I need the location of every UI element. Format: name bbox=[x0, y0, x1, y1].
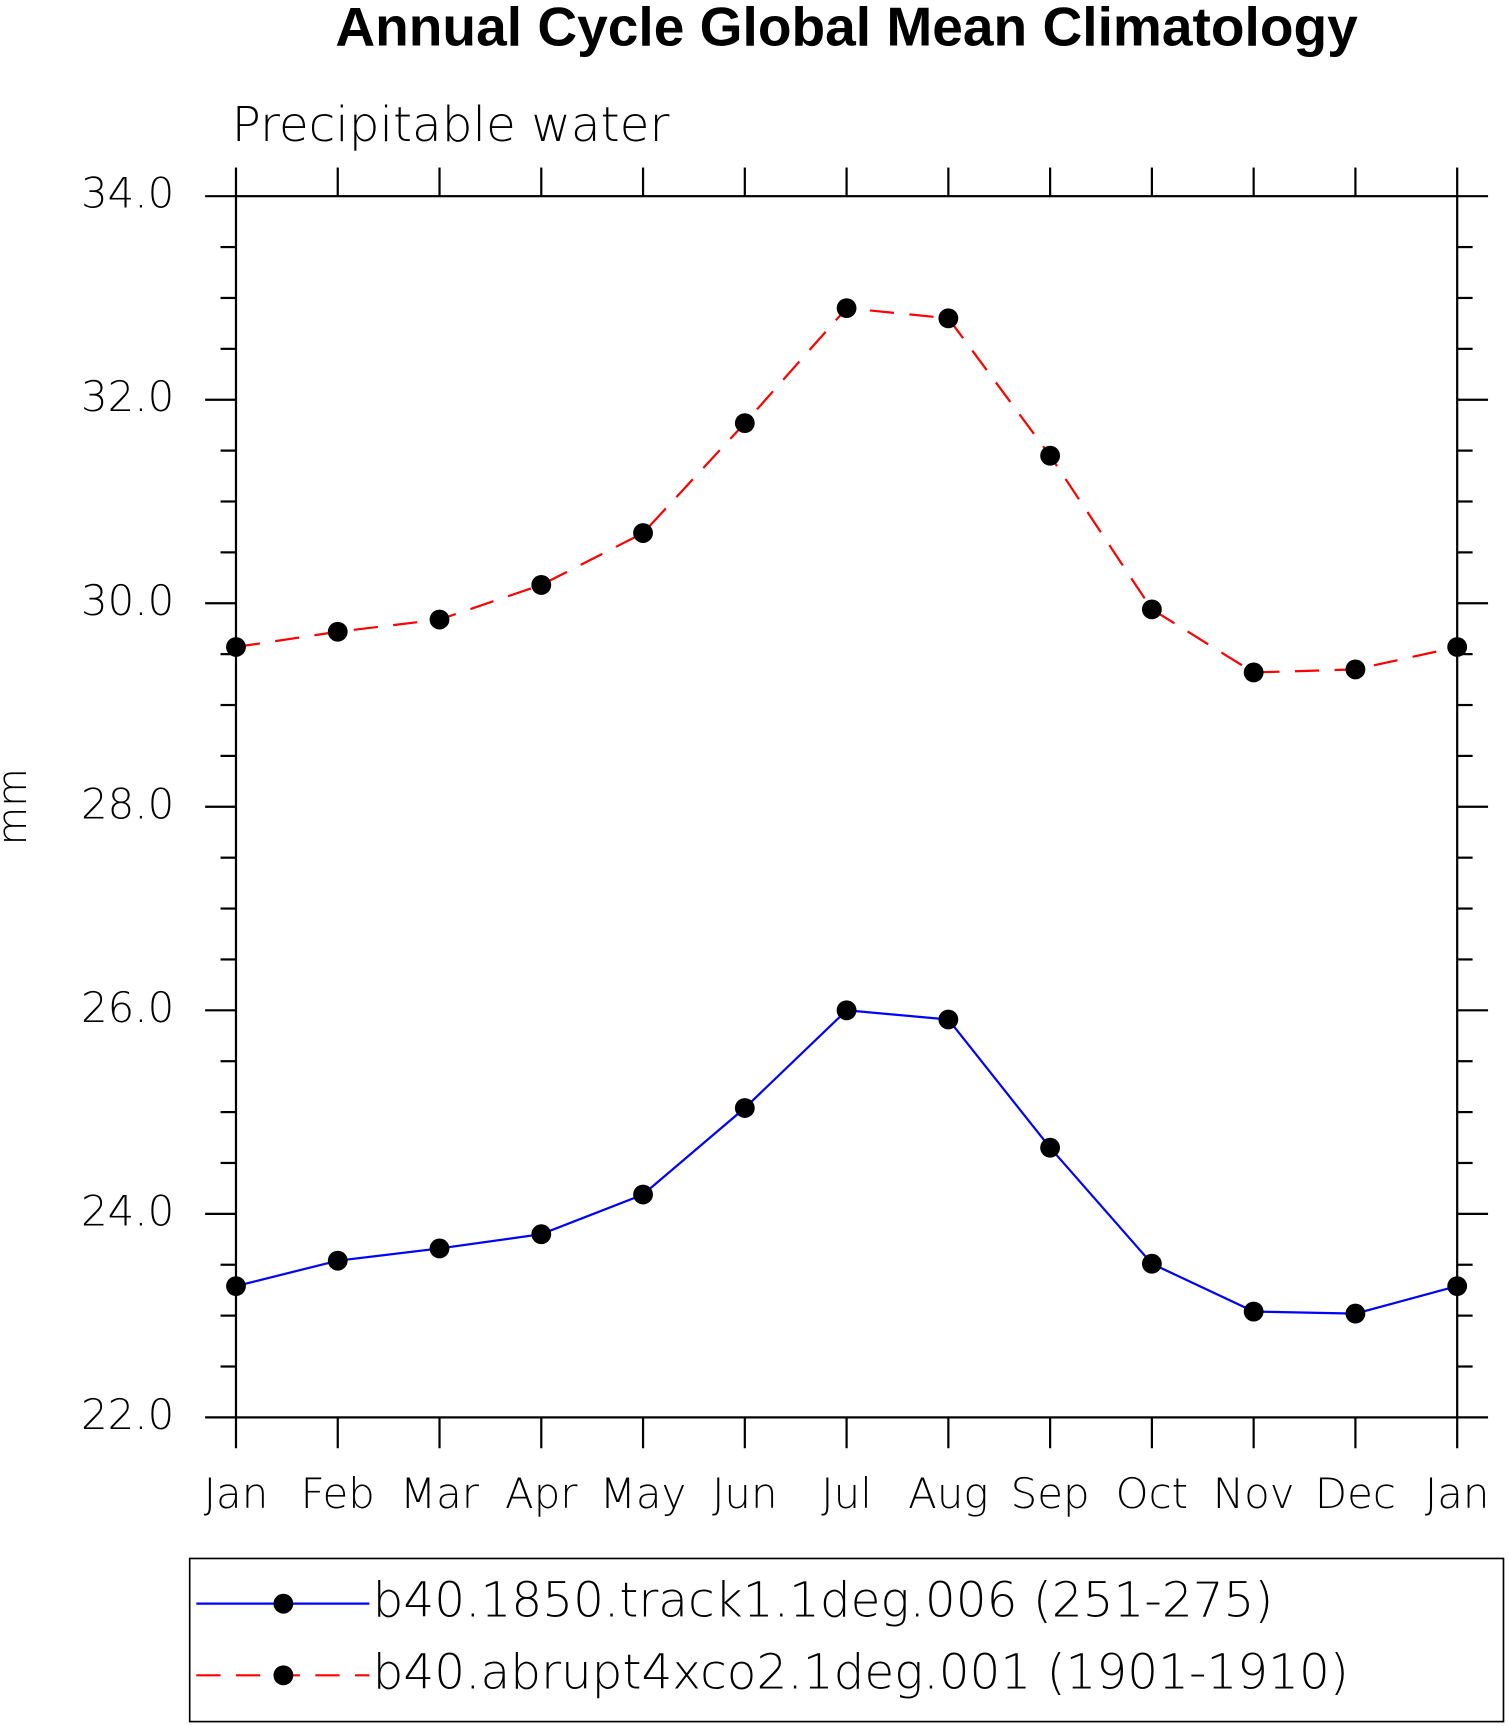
data-point bbox=[1040, 445, 1061, 466]
y-tick-label: 32.0 bbox=[81, 372, 174, 421]
data-point bbox=[1447, 1276, 1468, 1297]
data-point bbox=[633, 523, 653, 543]
data-point bbox=[1345, 1303, 1366, 1324]
data-point bbox=[1141, 1253, 1162, 1274]
data-point bbox=[1447, 637, 1468, 657]
legend-label: b40.abrupt4xco2.1deg.001 (1901-1910) bbox=[373, 1644, 1349, 1700]
y-tick-label: 34.0 bbox=[81, 169, 174, 218]
legend-marker bbox=[273, 1593, 294, 1614]
data-point bbox=[327, 621, 348, 642]
data-point bbox=[734, 1098, 755, 1118]
x-tick-label: Jan bbox=[204, 1469, 269, 1518]
subtitle: Precipitable water bbox=[232, 97, 670, 153]
x-tick-label: Oct bbox=[1116, 1469, 1188, 1518]
x-tick-label: May bbox=[600, 1469, 687, 1518]
data-point bbox=[938, 1009, 959, 1030]
legend-box bbox=[188, 1557, 1505, 1723]
y-tick-label: 26.0 bbox=[81, 983, 174, 1032]
data-point bbox=[429, 609, 450, 630]
x-tick-label: Jul bbox=[821, 1469, 872, 1518]
data-point bbox=[1345, 659, 1366, 680]
data-point bbox=[1141, 599, 1162, 620]
x-tick-label: Jan bbox=[1425, 1469, 1490, 1518]
data-point bbox=[531, 1224, 552, 1245]
x-tick-label: Mar bbox=[400, 1469, 480, 1518]
x-tick-label: Dec bbox=[1315, 1469, 1396, 1518]
data-point bbox=[836, 298, 857, 319]
plot-frame bbox=[234, 195, 1459, 1419]
y-axis-label: mm bbox=[0, 768, 36, 845]
series-line bbox=[235, 306, 1458, 674]
data-point bbox=[429, 1238, 450, 1259]
y-tick-label: 22.0 bbox=[81, 1390, 174, 1439]
x-tick-label: Apr bbox=[505, 1469, 578, 1518]
data-point bbox=[226, 1276, 246, 1297]
legend-marker bbox=[273, 1665, 294, 1686]
x-tick-label: Feb bbox=[301, 1469, 375, 1518]
data-point bbox=[1243, 1301, 1264, 1322]
data-point bbox=[938, 308, 959, 329]
data-point bbox=[1040, 1137, 1061, 1158]
data-point bbox=[836, 1000, 857, 1021]
x-tick-label: Jun bbox=[712, 1469, 777, 1518]
y-tick-label: 28.0 bbox=[81, 779, 174, 828]
data-point bbox=[1243, 662, 1264, 683]
x-tick-label: Sep bbox=[1011, 1469, 1090, 1518]
data-point bbox=[327, 1250, 348, 1271]
x-tick-label: Aug bbox=[908, 1469, 988, 1518]
data-point bbox=[226, 637, 246, 657]
data-point bbox=[734, 413, 755, 434]
x-tick-label: Nov bbox=[1213, 1469, 1295, 1518]
y-tick-label: 24.0 bbox=[81, 1186, 174, 1235]
data-point bbox=[633, 1184, 653, 1205]
y-tick-label: 30.0 bbox=[81, 576, 174, 625]
series-line bbox=[235, 1009, 1458, 1315]
data-point bbox=[531, 575, 552, 595]
legend-label: b40.1850.track1.1deg.006 (251-275) bbox=[373, 1573, 1274, 1629]
chart-title: Annual Cycle Global Mean Climatology bbox=[335, 0, 1358, 57]
